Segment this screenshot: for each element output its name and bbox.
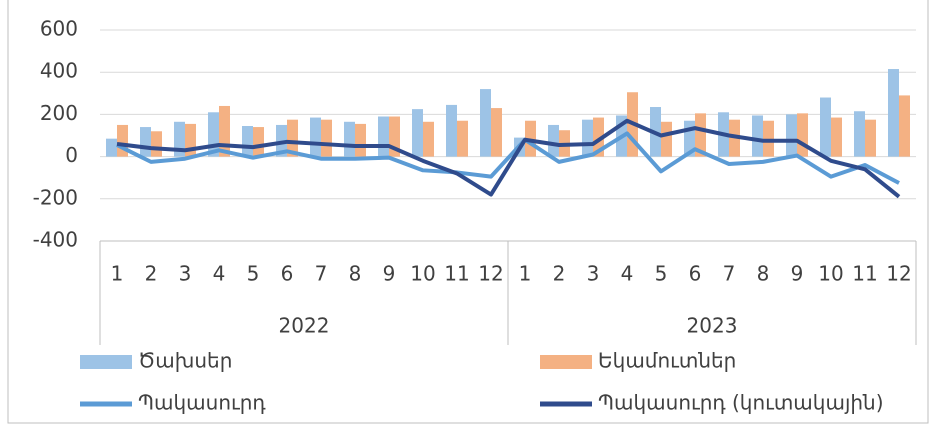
bar bbox=[582, 119, 593, 157]
y-tick-label: 0 bbox=[65, 143, 78, 167]
x-tick-label: 6 bbox=[689, 262, 702, 286]
bar bbox=[457, 120, 468, 157]
y-tick-label: 400 bbox=[40, 59, 78, 83]
bar bbox=[253, 127, 264, 157]
x-tick-label: 2 bbox=[553, 262, 566, 286]
x-tick-label: 4 bbox=[621, 262, 634, 286]
y-tick-label: -200 bbox=[33, 185, 78, 209]
bar bbox=[446, 104, 457, 157]
bar bbox=[344, 121, 355, 157]
bar bbox=[242, 126, 253, 157]
x-tick-label: 11 bbox=[444, 262, 469, 286]
bar bbox=[763, 120, 774, 157]
x-tick-label: 8 bbox=[757, 262, 770, 286]
bar bbox=[140, 127, 151, 157]
bar bbox=[548, 124, 559, 157]
chart-frame bbox=[7, 0, 929, 424]
x-tick-label: 3 bbox=[179, 262, 192, 286]
legend-label: Ծախսեր bbox=[138, 349, 232, 373]
bar bbox=[820, 97, 831, 157]
bar bbox=[174, 121, 185, 157]
group-label: 2023 bbox=[687, 314, 738, 338]
x-tick-label: 1 bbox=[111, 262, 124, 286]
bar bbox=[287, 119, 298, 157]
bar bbox=[684, 120, 695, 157]
x-tick-label: 1 bbox=[519, 262, 532, 286]
bar bbox=[831, 117, 842, 157]
x-tick-label: 5 bbox=[247, 262, 260, 286]
bar bbox=[412, 109, 423, 157]
x-tick-label: 10 bbox=[818, 262, 843, 286]
line bbox=[116, 118, 901, 199]
bar bbox=[899, 95, 910, 157]
bar bbox=[378, 116, 389, 157]
x-tick-label: 12 bbox=[478, 262, 503, 286]
x-tick-label: 12 bbox=[886, 262, 911, 286]
y-tick-label: 600 bbox=[40, 17, 78, 41]
x-tick-label: 6 bbox=[281, 262, 294, 286]
legend-swatch bbox=[540, 355, 592, 369]
bar bbox=[491, 108, 502, 157]
bar bbox=[117, 124, 128, 157]
bar bbox=[389, 116, 400, 157]
y-tick-label: -400 bbox=[33, 228, 78, 252]
group-label: 2022 bbox=[279, 314, 330, 338]
bar bbox=[185, 123, 196, 157]
x-tick-label: 4 bbox=[213, 262, 226, 286]
bar bbox=[786, 114, 797, 157]
x-tick-label: 3 bbox=[587, 262, 600, 286]
x-tick-label: 9 bbox=[791, 262, 804, 286]
x-tick-label: 9 bbox=[383, 262, 396, 286]
x-tick-label: 10 bbox=[410, 262, 435, 286]
legend-label: Պակասուրդ bbox=[138, 391, 266, 415]
x-tick-label: 7 bbox=[315, 262, 328, 286]
legend-label: Եկամուտներ bbox=[598, 349, 736, 373]
x-tick-label: 2 bbox=[145, 262, 158, 286]
x-tick-label: 8 bbox=[349, 262, 362, 286]
x-tick-label: 11 bbox=[852, 262, 877, 286]
x-tick-label: 7 bbox=[723, 262, 736, 286]
bar bbox=[151, 131, 162, 157]
bar bbox=[695, 113, 706, 157]
legend-label: Պակասուրդ (կուտակային) bbox=[598, 391, 884, 415]
bar bbox=[854, 111, 865, 157]
bar bbox=[865, 119, 876, 157]
bar bbox=[355, 123, 366, 157]
line bbox=[116, 131, 900, 185]
bar bbox=[219, 105, 230, 157]
bar bbox=[593, 117, 604, 157]
bar bbox=[321, 119, 332, 157]
bar bbox=[888, 69, 899, 157]
bar bbox=[106, 138, 117, 157]
bar bbox=[480, 89, 491, 157]
bar bbox=[208, 112, 219, 157]
bar bbox=[310, 117, 321, 157]
bar bbox=[797, 113, 808, 157]
legend-swatch bbox=[80, 355, 132, 369]
bar bbox=[661, 121, 672, 157]
bar bbox=[752, 115, 763, 157]
y-tick-label: 200 bbox=[40, 101, 78, 125]
bar bbox=[423, 121, 434, 157]
x-tick-label: 5 bbox=[655, 262, 668, 286]
